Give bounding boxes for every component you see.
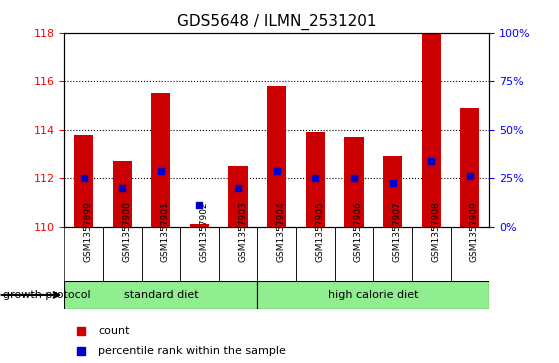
Text: GSM1357909: GSM1357909 bbox=[470, 201, 479, 262]
Text: percentile rank within the sample: percentile rank within the sample bbox=[98, 346, 286, 356]
Bar bbox=[383, 156, 402, 227]
Bar bbox=[267, 86, 286, 227]
Text: GSM1357900: GSM1357900 bbox=[122, 201, 131, 262]
Text: GSM1357906: GSM1357906 bbox=[354, 201, 363, 262]
Text: growth protocol: growth protocol bbox=[3, 290, 91, 300]
Bar bbox=[421, 33, 441, 227]
Bar bbox=[151, 93, 170, 227]
Bar bbox=[190, 224, 209, 227]
Bar bbox=[112, 161, 132, 227]
FancyBboxPatch shape bbox=[257, 281, 489, 309]
Text: GSM1357908: GSM1357908 bbox=[431, 201, 440, 262]
Text: GSM1357901: GSM1357901 bbox=[161, 201, 170, 262]
FancyBboxPatch shape bbox=[64, 281, 257, 309]
Text: count: count bbox=[98, 326, 130, 336]
Title: GDS5648 / ILMN_2531201: GDS5648 / ILMN_2531201 bbox=[177, 14, 376, 30]
Bar bbox=[344, 137, 363, 227]
Text: GSM1357903: GSM1357903 bbox=[238, 201, 247, 262]
Bar bbox=[229, 166, 248, 227]
Text: high calorie diet: high calorie diet bbox=[328, 290, 419, 300]
Text: standard diet: standard diet bbox=[124, 290, 198, 300]
Bar bbox=[460, 108, 480, 227]
Text: GSM1357899: GSM1357899 bbox=[84, 201, 93, 262]
Text: GSM1357907: GSM1357907 bbox=[392, 201, 401, 262]
Bar bbox=[306, 132, 325, 227]
Text: GSM1357902: GSM1357902 bbox=[200, 201, 209, 262]
Text: GSM1357904: GSM1357904 bbox=[277, 201, 286, 262]
Bar bbox=[74, 135, 93, 227]
Text: GSM1357905: GSM1357905 bbox=[315, 201, 324, 262]
